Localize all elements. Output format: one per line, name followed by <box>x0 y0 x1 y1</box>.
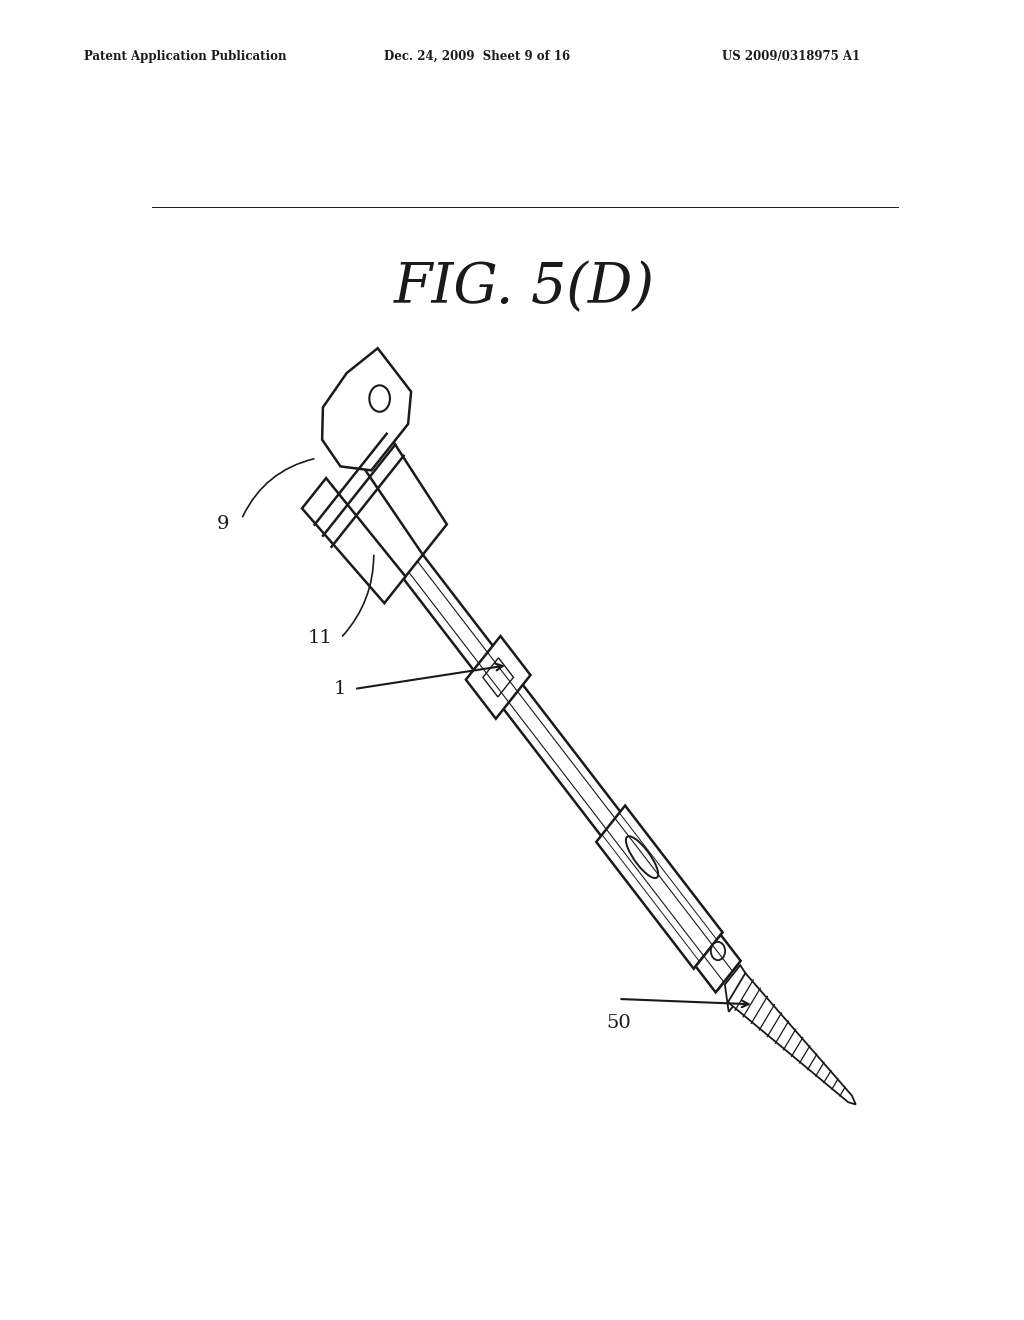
Polygon shape <box>483 657 513 697</box>
Circle shape <box>370 385 390 412</box>
Polygon shape <box>596 805 723 969</box>
Text: FIG. 5(D): FIG. 5(D) <box>394 260 655 314</box>
Polygon shape <box>728 973 856 1105</box>
Text: 1: 1 <box>334 680 346 698</box>
Text: 11: 11 <box>308 630 333 647</box>
Circle shape <box>711 942 725 960</box>
Polygon shape <box>302 478 406 603</box>
Text: 50: 50 <box>606 1014 631 1032</box>
Polygon shape <box>725 965 752 1012</box>
Polygon shape <box>403 554 737 989</box>
Text: US 2009/0318975 A1: US 2009/0318975 A1 <box>722 50 860 63</box>
Polygon shape <box>695 935 740 993</box>
Polygon shape <box>323 348 411 470</box>
Text: Patent Application Publication: Patent Application Publication <box>84 50 287 63</box>
Polygon shape <box>466 636 530 718</box>
Text: Dec. 24, 2009  Sheet 9 of 16: Dec. 24, 2009 Sheet 9 of 16 <box>384 50 570 63</box>
Text: 9: 9 <box>217 515 229 533</box>
Ellipse shape <box>626 837 658 878</box>
Polygon shape <box>350 414 446 554</box>
